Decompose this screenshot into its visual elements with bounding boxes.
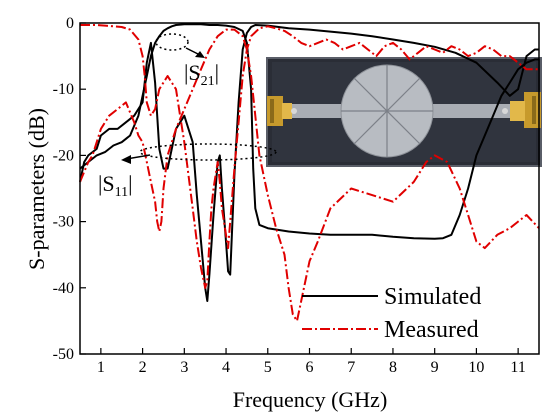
annotation-s11: |S11| (98, 171, 133, 200)
connector-left (267, 96, 292, 126)
device-photo-inset (266, 57, 542, 167)
s11-ellipse (139, 143, 277, 161)
x-tick-label: 11 (510, 359, 525, 376)
solder-right (502, 108, 508, 114)
x-tick-label: 5 (264, 359, 272, 376)
s11-arrowhead (121, 155, 131, 164)
s21-close: | (215, 60, 219, 85)
x-tick-label: 2 (139, 359, 147, 376)
x-tick-label: 9 (431, 359, 439, 376)
s11-label: |S (98, 171, 115, 196)
series-traces (79, 23, 540, 322)
y-axis-title: S-parameters (dB) (24, 108, 49, 270)
x-tick-label: 6 (306, 359, 314, 376)
axis-ticks: 1 2 3 4 5 6 7 8 9 10 11 0 -10 -20 -30 -40 -50 (53, 15, 526, 376)
x-tick-label: 1 (97, 359, 105, 376)
y-tick-label: 0 (66, 15, 74, 32)
s21-label: |S (184, 60, 201, 85)
x-axis-title: Frequency (GHz) (233, 387, 388, 412)
svg-text:|S21|: |S21| (184, 60, 219, 89)
legend-label-simulated: Simulated (384, 284, 481, 310)
plot-frame (79, 22, 540, 355)
radial-stub-slots (341, 65, 433, 157)
connector-right (510, 92, 541, 128)
measured-s11-line (80, 24, 539, 289)
measured-s21-line (79, 28, 540, 322)
solder-left (291, 108, 297, 114)
svg-text:|S11|: |S11| (98, 171, 133, 200)
y-tick-label: -50 (53, 346, 74, 363)
x-tick-label: 7 (347, 359, 355, 376)
annotation-markers (121, 33, 277, 164)
legend-label-measured: Measured (384, 317, 479, 343)
s11-sub: 11 (115, 185, 128, 200)
s11-close: | (128, 171, 132, 196)
x-tick-label: 4 (222, 359, 230, 376)
s21-arrowhead (195, 51, 205, 58)
x-tick-label: 10 (468, 359, 484, 376)
legend: Simulated Measured (302, 284, 481, 343)
y-tick-label: -20 (53, 147, 74, 164)
y-tick-label: -10 (53, 81, 74, 98)
y-tick-label: -30 (53, 214, 74, 231)
x-tick-label: 8 (389, 359, 397, 376)
y-tick-label: -40 (53, 280, 74, 297)
s21-sub: 21 (201, 74, 215, 89)
x-tick-label: 3 (180, 359, 188, 376)
simulated-s11-line (79, 24, 539, 302)
annotation-s21: |S21| (184, 60, 219, 89)
s21-ellipse (155, 33, 189, 51)
